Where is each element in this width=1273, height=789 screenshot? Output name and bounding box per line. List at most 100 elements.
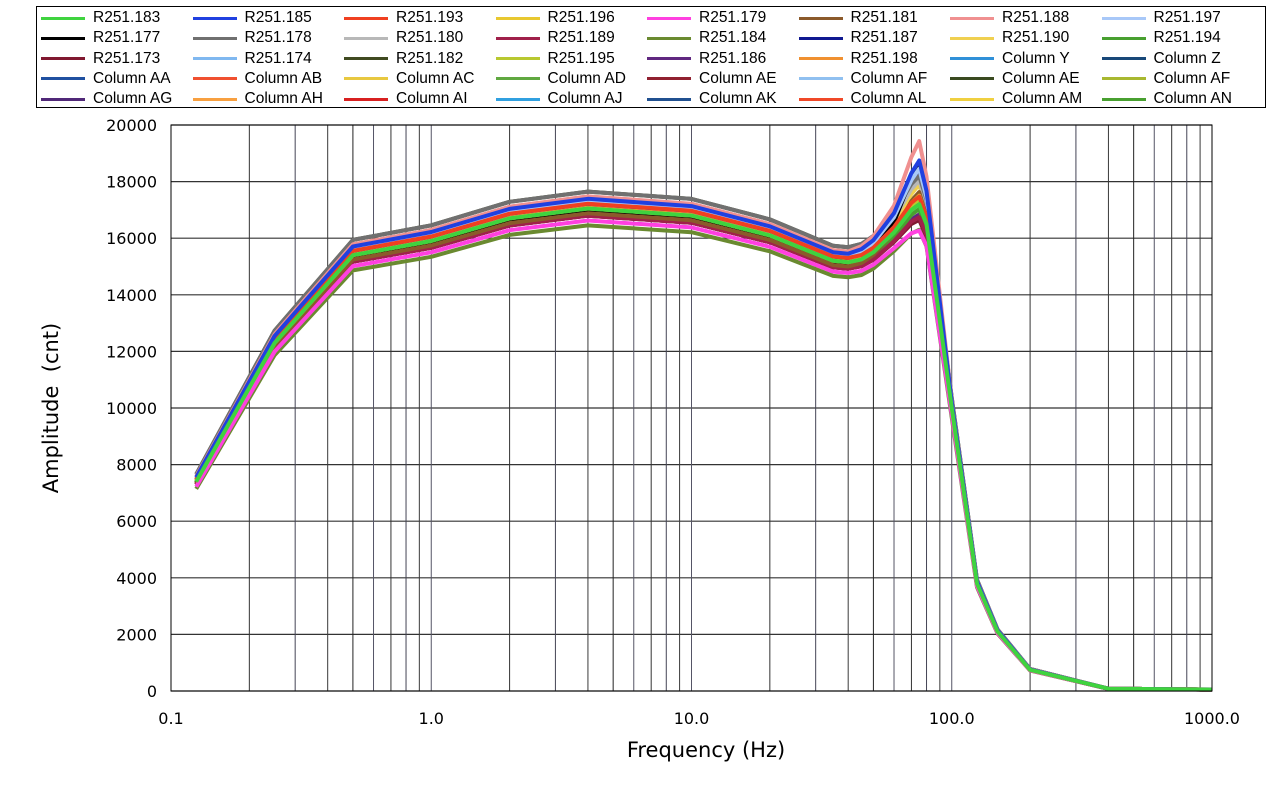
legend-item: R251.195 bbox=[495, 49, 615, 69]
legend-swatch bbox=[495, 77, 540, 81]
legend-item: R251.190 bbox=[950, 28, 1069, 48]
legend-label: Column AH bbox=[244, 90, 323, 108]
series-line-r251-179 bbox=[194, 218, 1213, 692]
legend-swatch bbox=[41, 57, 85, 61]
legend-label: R251.182 bbox=[396, 49, 464, 67]
legend-label: R251.188 bbox=[1002, 9, 1070, 26]
x-tick-label: 1.0 bbox=[419, 709, 444, 728]
legend-swatch bbox=[950, 36, 994, 40]
legend-label: R251.183 bbox=[93, 9, 161, 26]
y-tick-label: 20000 bbox=[106, 116, 157, 135]
legend-item: R251.193 bbox=[344, 8, 463, 28]
y-tick-label: 16000 bbox=[106, 229, 157, 248]
y-tick-label: 2000 bbox=[116, 625, 157, 644]
legend-label: R251.187 bbox=[850, 29, 918, 47]
legend-item: R251.184 bbox=[647, 28, 766, 48]
legend-label: Column AM bbox=[1002, 90, 1083, 108]
legend-swatch bbox=[798, 77, 843, 81]
legend-swatch bbox=[495, 36, 540, 40]
legend-label: R251.174 bbox=[244, 49, 312, 67]
legend-swatch bbox=[1101, 16, 1146, 20]
legend-swatch bbox=[41, 97, 85, 101]
legend-swatch bbox=[41, 16, 85, 20]
legend-item: R251.173 bbox=[41, 49, 160, 69]
legend-label: R251.184 bbox=[699, 29, 767, 47]
legend-swatch bbox=[647, 36, 691, 40]
legend-item: R251.180 bbox=[344, 28, 463, 48]
legend-swatch bbox=[798, 16, 843, 20]
legend-label: R251.177 bbox=[93, 29, 161, 47]
legend-swatch bbox=[950, 97, 994, 101]
legend-label: Column AG bbox=[93, 90, 173, 108]
legend-swatch bbox=[344, 57, 388, 61]
legend-item: R251.194 bbox=[1101, 28, 1221, 48]
x-tick-label: 1000.0 bbox=[1184, 709, 1240, 728]
legend-item: Column AG bbox=[41, 89, 172, 109]
series-line-r251-189 bbox=[194, 213, 1213, 692]
legend-label: Column AD bbox=[547, 69, 626, 87]
series-line-r251-186 bbox=[194, 212, 1213, 692]
legend-label: R251.180 bbox=[396, 29, 464, 47]
legend-item: Column AF bbox=[1101, 69, 1231, 89]
legend-item: R251.178 bbox=[192, 28, 312, 48]
legend-label: Column AF bbox=[850, 69, 928, 87]
legend-swatch bbox=[647, 16, 691, 20]
legend-item: Column AA bbox=[41, 69, 171, 89]
y-tick-label: 10000 bbox=[106, 399, 157, 418]
legend-label: R251.186 bbox=[699, 49, 767, 67]
legend-item: Column AI bbox=[344, 89, 468, 109]
legend-label: Column AL bbox=[850, 90, 927, 108]
legend-item: Column AF bbox=[798, 69, 928, 89]
legend-label: R251.173 bbox=[93, 49, 161, 67]
legend-label: Column AE bbox=[1002, 69, 1080, 87]
x-tick-label: 100.0 bbox=[929, 709, 975, 728]
legend-item: R251.198 bbox=[798, 49, 918, 69]
legend-label: R251.197 bbox=[1153, 9, 1221, 26]
legend-swatch bbox=[950, 16, 994, 20]
legend-label: Column AC bbox=[396, 69, 475, 87]
y-tick-label: 4000 bbox=[116, 569, 157, 588]
legend-item: R251.181 bbox=[798, 8, 918, 28]
legend-swatch bbox=[647, 97, 691, 101]
y-tick-label: 6000 bbox=[116, 512, 157, 531]
legend-swatch bbox=[344, 36, 388, 40]
y-tick-label: 12000 bbox=[106, 342, 157, 361]
legend-label: R251.179 bbox=[699, 9, 767, 26]
legend-swatch bbox=[950, 77, 994, 81]
legend-item: Column AD bbox=[495, 69, 626, 89]
legend-item: R251.197 bbox=[1101, 8, 1221, 28]
legend-label: R251.198 bbox=[850, 49, 918, 67]
legend-swatch bbox=[1101, 97, 1146, 101]
legend-label: R251.196 bbox=[547, 9, 615, 26]
legend-label: R251.193 bbox=[396, 9, 464, 26]
series-line-r251-173 bbox=[194, 213, 1213, 692]
series-lines bbox=[194, 139, 1213, 692]
series-line-r251-185 bbox=[194, 158, 1213, 692]
legend-label: Column Z bbox=[1153, 49, 1221, 67]
legend-item: R251.182 bbox=[344, 49, 463, 69]
legend-label: Column AF bbox=[1153, 69, 1231, 87]
series-line-r251-181 bbox=[194, 190, 1213, 692]
legend-item: R251.189 bbox=[495, 28, 615, 48]
legend-item: Column AH bbox=[192, 89, 323, 109]
legend-item: Column AC bbox=[344, 69, 474, 89]
legend-item: R251.183 bbox=[41, 8, 160, 28]
legend-swatch bbox=[192, 97, 237, 101]
x-tick-label: 10.0 bbox=[674, 709, 710, 728]
y-tick-label: 8000 bbox=[116, 456, 157, 475]
legend-swatch bbox=[192, 57, 237, 61]
legend-label: R251.181 bbox=[850, 9, 918, 26]
legend-swatch bbox=[1101, 77, 1146, 81]
legend-swatch bbox=[344, 16, 388, 20]
legend-swatch bbox=[344, 97, 388, 101]
legend-label: Column AJ bbox=[547, 90, 623, 108]
legend-swatch bbox=[192, 16, 237, 20]
x-axis-title: Frequency (Hz) bbox=[627, 738, 785, 762]
legend-item: R251.196 bbox=[495, 8, 615, 28]
legend-item: R251.187 bbox=[798, 28, 918, 48]
tick-labels: 0 2000 4000 6000 8000 10000 12000 14000 16000 180… bbox=[106, 116, 1240, 728]
legend-swatch bbox=[41, 77, 85, 81]
x-tick-label: 0.1 bbox=[158, 709, 183, 728]
legend-item: R251.185 bbox=[192, 8, 312, 28]
legend-swatch bbox=[495, 97, 540, 101]
